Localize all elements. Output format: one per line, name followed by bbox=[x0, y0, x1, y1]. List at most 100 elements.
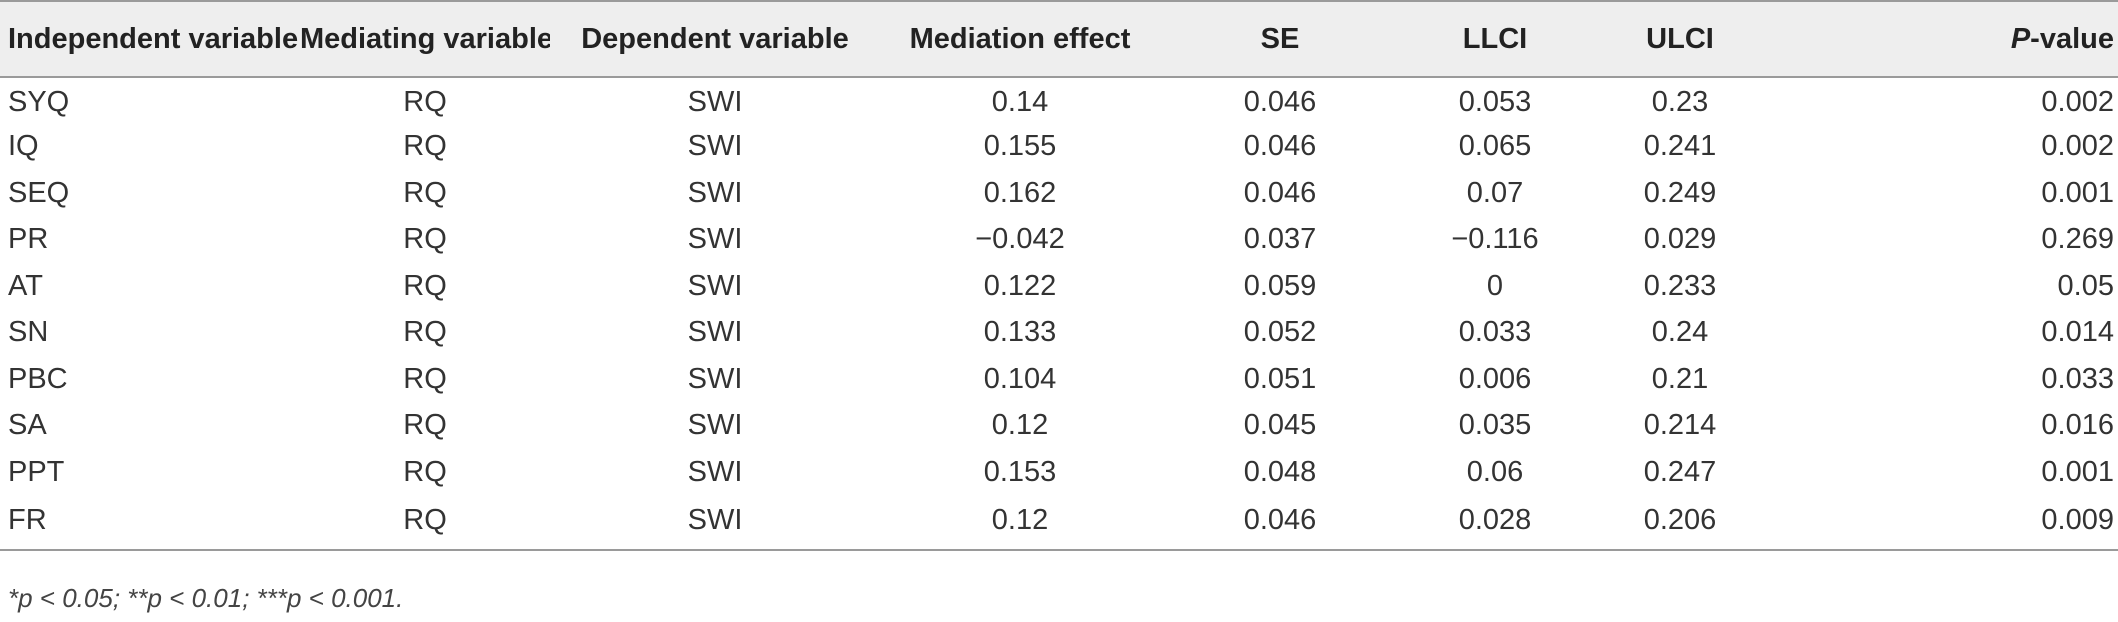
table-footnote: *p < 0.05; **p < 0.01; ***p < 0.001. bbox=[8, 583, 404, 613]
table-row: PR RQ SWI −0.042 0.037 −0.116 0.029 0.269 bbox=[0, 217, 2118, 264]
cell-mediating-variable: RQ bbox=[300, 495, 550, 551]
cell-mediating-variable: RQ bbox=[403, 409, 447, 442]
cell-p-value: 0.009 bbox=[1770, 495, 2118, 551]
cell-independent-variable: SYQ bbox=[8, 86, 70, 119]
cell-dependent-variable: SWI bbox=[550, 495, 880, 551]
cell-se: 0.046 bbox=[1243, 176, 1317, 209]
cell-independent-variable: SA bbox=[8, 409, 47, 442]
cell-mediation-effect: 0.162 bbox=[983, 176, 1057, 209]
cell-independent-variable: FR bbox=[0, 495, 300, 551]
cell-mediation-effect: 0.104 bbox=[983, 362, 1057, 395]
cell-independent-variable: PR bbox=[8, 223, 49, 256]
table-row: SN RQ SWI 0.133 0.052 0.033 0.24 0.014 bbox=[0, 310, 2118, 357]
cell-dependent-variable: SWI bbox=[687, 409, 743, 442]
header-p-value-suffix: -value bbox=[2030, 22, 2114, 55]
cell-p-value: 0.002 bbox=[2041, 86, 2114, 119]
cell-mediating-variable: RQ bbox=[403, 176, 447, 209]
cell-se: 0.045 bbox=[1243, 409, 1317, 442]
cell-mediating-variable: RQ bbox=[403, 316, 447, 349]
table-row: AT RQ SWI 0.122 0.059 0 0.233 0.05 bbox=[0, 263, 2118, 310]
cell-mediating-variable: RQ bbox=[403, 269, 447, 302]
cell-se: 0.046 bbox=[1243, 130, 1317, 163]
table-row: SA RQ SWI 0.12 0.045 0.035 0.214 0.016 bbox=[0, 403, 2118, 450]
cell-se: 0.046 bbox=[1243, 86, 1317, 119]
table-row: SEQ RQ SWI 0.162 0.046 0.07 0.249 0.001 bbox=[0, 170, 2118, 217]
header-ulci: ULCI bbox=[1590, 0, 1770, 78]
cell-dependent-variable: SWI bbox=[687, 176, 743, 209]
cell-ulci: 0.241 bbox=[1643, 130, 1717, 163]
cell-dependent-variable: SWI bbox=[687, 362, 743, 395]
cell-se: 0.046 bbox=[1160, 495, 1400, 551]
header-se: SE bbox=[1160, 0, 1400, 78]
header-llci: LLCI bbox=[1400, 0, 1590, 78]
cell-mediation-effect: 0.133 bbox=[983, 316, 1057, 349]
cell-dependent-variable: SWI bbox=[687, 455, 743, 488]
cell-mediating-variable: RQ bbox=[403, 86, 447, 119]
cell-ulci: 0.23 bbox=[1651, 86, 1709, 119]
cell-ulci: 0.247 bbox=[1643, 455, 1717, 488]
cell-mediating-variable: RQ bbox=[403, 223, 447, 256]
cell-ulci: 0.214 bbox=[1643, 409, 1717, 442]
cell-ulci: 0.21 bbox=[1651, 362, 1709, 395]
mediation-table-container: Independent variable Mediating variable … bbox=[0, 0, 2118, 551]
cell-se: 0.051 bbox=[1243, 362, 1317, 395]
header-mediating-variable: Mediating variable bbox=[300, 0, 550, 78]
header-dependent-variable: Dependent variable bbox=[550, 0, 880, 78]
cell-ulci: 0.249 bbox=[1643, 176, 1717, 209]
cell-ulci: 0.24 bbox=[1651, 316, 1709, 349]
header-mediation-effect: Mediation effect bbox=[880, 0, 1160, 78]
cell-independent-variable: IQ bbox=[8, 130, 39, 163]
header-independent-variable: Independent variable bbox=[0, 0, 300, 78]
cell-mediation-effect: 0.122 bbox=[983, 269, 1057, 302]
cell-llci: 0.035 bbox=[1458, 409, 1532, 442]
cell-mediation-effect: 0.155 bbox=[983, 130, 1057, 163]
cell-independent-variable: SN bbox=[8, 316, 49, 349]
cell-mediation-effect: 0.14 bbox=[991, 86, 1049, 119]
cell-se: 0.059 bbox=[1243, 269, 1317, 302]
cell-llci: 0.06 bbox=[1466, 455, 1524, 488]
cell-mediation-effect: −0.042 bbox=[975, 223, 1065, 256]
cell-mediation-effect: 0.153 bbox=[983, 455, 1057, 488]
table-body: SYQ RQ SWI 0.14 0.046 0.053 0.23 0.002 IQ RQ SWI 0.… bbox=[0, 77, 2118, 551]
cell-p-value: 0.002 bbox=[2041, 130, 2114, 163]
cell-dependent-variable: SWI bbox=[687, 316, 743, 349]
cell-independent-variable: SEQ bbox=[8, 176, 70, 209]
cell-llci: 0.07 bbox=[1466, 176, 1524, 209]
cell-p-value: 0.014 bbox=[2041, 316, 2114, 349]
cell-llci: 0.053 bbox=[1458, 86, 1532, 119]
cell-llci: 0.028 bbox=[1400, 495, 1590, 551]
header-p-value-italic: P bbox=[2010, 22, 2031, 55]
cell-llci: 0.006 bbox=[1458, 362, 1532, 395]
cell-ulci: 0.029 bbox=[1643, 223, 1717, 256]
cell-ulci: 0.233 bbox=[1643, 269, 1717, 302]
table-row: IQ RQ SWI 0.155 0.046 0.065 0.241 0.002 bbox=[0, 124, 2118, 171]
cell-ulci: 0.206 bbox=[1590, 495, 1770, 551]
table-row: PBC RQ SWI 0.104 0.051 0.006 0.21 0.033 bbox=[0, 356, 2118, 403]
cell-p-value: 0.001 bbox=[2041, 455, 2114, 488]
cell-se: 0.037 bbox=[1243, 223, 1317, 256]
header-p-value: P-value bbox=[1770, 0, 2118, 78]
table-row: SYQ RQ SWI 0.14 0.046 0.053 0.23 0.002 bbox=[0, 77, 2118, 124]
cell-p-value: 0.05 bbox=[2057, 269, 2114, 302]
cell-p-value: 0.033 bbox=[2041, 362, 2114, 395]
cell-llci: 0.065 bbox=[1458, 130, 1532, 163]
cell-p-value: 0.001 bbox=[2041, 176, 2114, 209]
cell-dependent-variable: SWI bbox=[687, 223, 743, 256]
cell-dependent-variable: SWI bbox=[687, 86, 743, 119]
cell-mediating-variable: RQ bbox=[403, 130, 447, 163]
cell-mediating-variable: RQ bbox=[403, 455, 447, 488]
cell-p-value: 0.016 bbox=[2041, 409, 2114, 442]
mediation-table: Independent variable Mediating variable … bbox=[0, 0, 2118, 551]
table-header-row: Independent variable Mediating variable … bbox=[0, 0, 2118, 78]
cell-dependent-variable: SWI bbox=[687, 269, 743, 302]
cell-dependent-variable: SWI bbox=[687, 130, 743, 163]
cell-independent-variable: PPT bbox=[8, 455, 65, 488]
cell-independent-variable: PBC bbox=[8, 362, 68, 395]
cell-mediation-effect: 0.12 bbox=[991, 409, 1049, 442]
cell-independent-variable: AT bbox=[8, 269, 43, 302]
cell-llci: −0.116 bbox=[1451, 223, 1539, 256]
table-row: FR RQ SWI 0.12 0.046 0.028 0.206 0.009 bbox=[0, 495, 2118, 551]
table-row: PPT RQ SWI 0.153 0.048 0.06 0.247 0.001 bbox=[0, 449, 2118, 496]
cell-p-value: 0.269 bbox=[2041, 223, 2114, 256]
cell-llci: 0.033 bbox=[1458, 316, 1532, 349]
